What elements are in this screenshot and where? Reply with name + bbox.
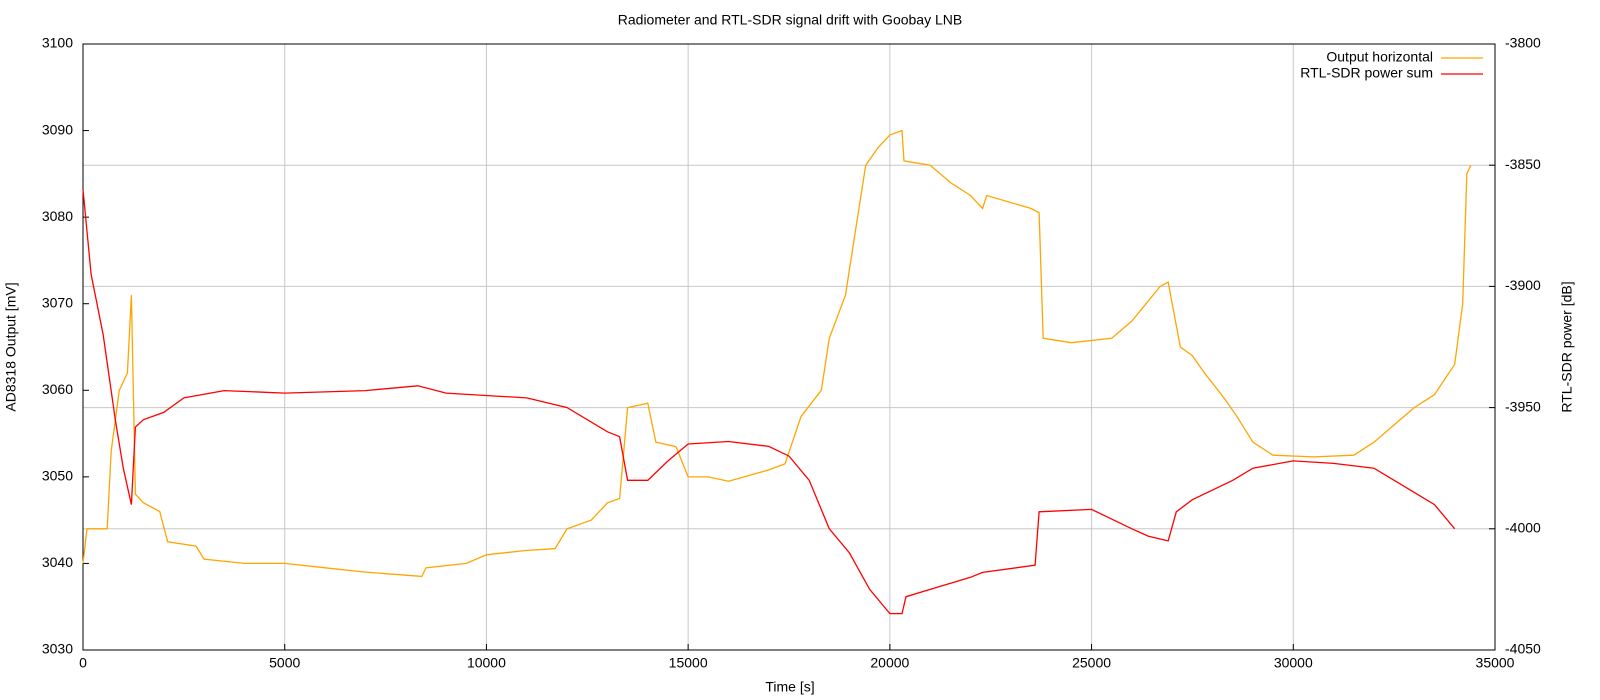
x-tick-label: 5000 [269,655,300,671]
y-tick-label: 3070 [42,294,73,310]
y2-axis-label: RTL-SDR power [dB] [1559,281,1575,412]
data-line [82,189,1456,615]
chart-title: Radiometer and RTL-SDR signal drift with… [618,12,962,28]
data-line [82,129,1472,578]
y-tick-label: 3060 [42,381,73,397]
y-tick-label: 3030 [42,641,73,657]
y-tick-label: 3100 [42,35,73,51]
y2-tick-label: -4000 [1505,520,1541,536]
x-tick-label: 20000 [870,655,909,671]
legend-label: Output horizontal [1326,49,1433,65]
y-tick-label: 3080 [42,208,73,224]
y-tick-label: 3050 [42,468,73,484]
y2-tick-label: -3850 [1505,156,1541,172]
y2-tick-label: -3900 [1505,277,1541,293]
x-tick-label: 10000 [467,655,506,671]
legend-label: RTL-SDR power sum [1300,65,1433,81]
plot-frame [82,43,1496,651]
y2-tick-label: -4050 [1505,641,1541,657]
y-axis-label: AD8318 Output [mV] [3,282,19,411]
x-tick-label: 25000 [1072,655,1111,671]
x-tick-label: 30000 [1274,655,1313,671]
x-tick-label: 15000 [669,655,708,671]
y-tick-label: 3040 [42,554,73,570]
y-tick-label: 3090 [42,121,73,137]
x-tick-label: 35000 [1476,655,1515,671]
y2-tick-label: -3800 [1505,35,1541,51]
x-axis-label: Time [s] [765,679,814,695]
x-tick-label: 0 [79,655,87,671]
y2-tick-label: -3950 [1505,398,1541,414]
